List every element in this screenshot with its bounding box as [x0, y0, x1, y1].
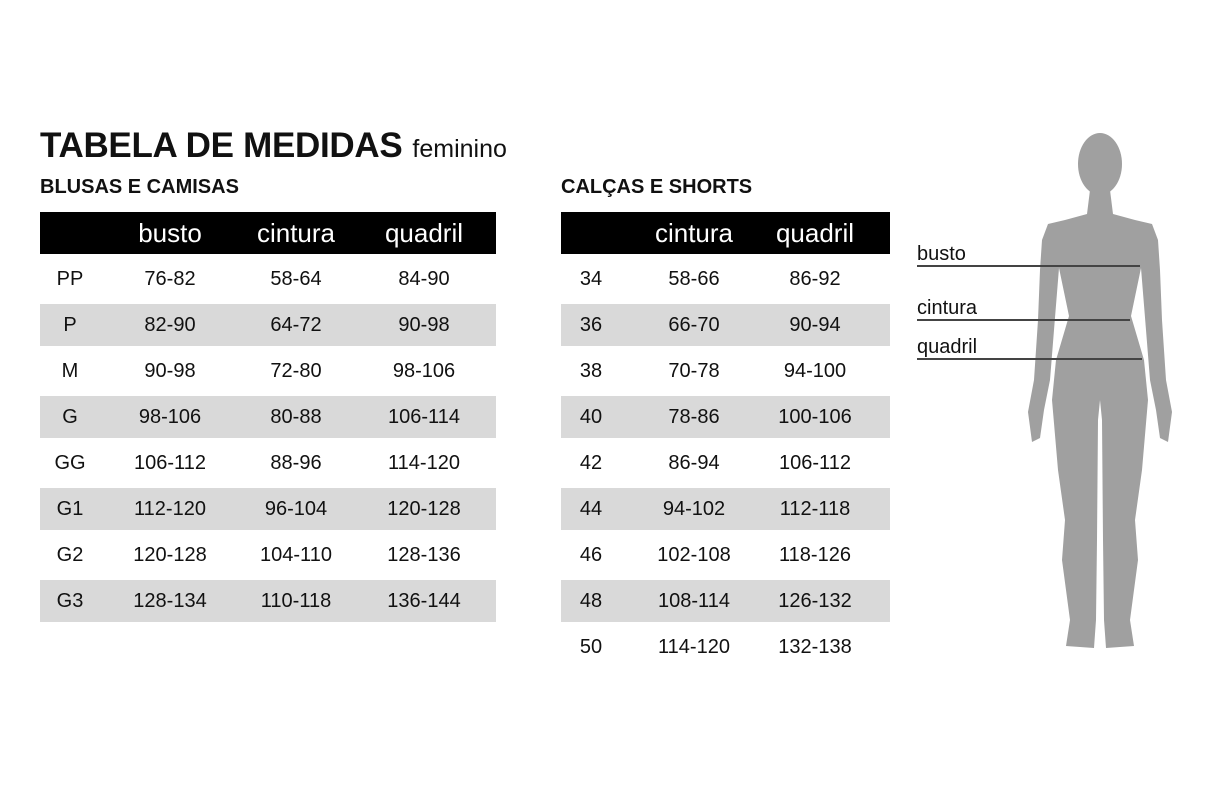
cell: 36: [579, 313, 603, 336]
cell: 136-144: [387, 589, 461, 612]
figure-head: [1078, 133, 1122, 195]
busto-label: busto: [917, 243, 966, 265]
cell: 102-108: [657, 543, 731, 566]
cell: 80-88: [270, 405, 322, 428]
cell: M: [61, 359, 79, 382]
cell: 120-128: [133, 543, 207, 566]
cell: G2: [56, 543, 84, 566]
cell: 72-80: [270, 359, 322, 382]
cell: 110-118: [260, 589, 332, 612]
table-row: 40 78-86 100-106: [561, 396, 890, 438]
cell: 40: [579, 405, 603, 428]
cell: 98-106: [392, 359, 456, 382]
table-row: G 98-106 80-88 106-114: [40, 396, 496, 438]
cell: 48: [579, 589, 603, 612]
calcas-table: cintura quadril 34 58-66 86-92 36 66-70 90-94 38…: [561, 212, 890, 672]
cell: 44: [579, 497, 603, 520]
cell: 114-120: [658, 635, 730, 658]
cell: 106-112: [779, 451, 851, 474]
table-row: P 82-90 64-72 90-98: [40, 304, 496, 346]
cell: 42: [579, 451, 603, 474]
blusas-title: BLUSAS E CAMISAS: [40, 176, 239, 198]
cell: 78-86: [668, 405, 720, 428]
cell: 106-112: [134, 451, 206, 474]
cell: 128-134: [133, 589, 207, 612]
table-row: 50 114-120 132-138: [561, 626, 890, 668]
table-row: G1 112-120 96-104 120-128: [40, 488, 496, 530]
cintura-label: cintura: [917, 297, 978, 319]
table-row: 44 94-102 112-118: [561, 488, 890, 530]
cell: 82-90: [144, 313, 196, 336]
cell: 70-78: [668, 359, 720, 382]
figure-body: [1028, 190, 1172, 648]
cell: 100-106: [778, 405, 852, 428]
table-row: 34 58-66 86-92: [561, 258, 890, 300]
cell: 106-114: [388, 405, 460, 428]
cell: 120-128: [387, 497, 461, 520]
cell: 90-98: [398, 313, 450, 336]
cell: GG: [54, 451, 86, 474]
cell: 94-100: [783, 359, 847, 382]
title-main: TABELA DE MEDIDAS: [40, 126, 403, 165]
cell: 94-102: [662, 497, 726, 520]
cell: P: [63, 313, 77, 336]
cell: 118-126: [779, 543, 851, 566]
table-row: PP 76-82 58-64 84-90: [40, 258, 496, 300]
cell: 34: [579, 267, 603, 290]
title-sub: feminino: [412, 135, 507, 163]
cell: 86-92: [789, 267, 841, 290]
cell: 86-94: [668, 451, 720, 474]
table-row: G3 128-134 110-118 136-144: [40, 580, 496, 622]
cell: 128-136: [387, 543, 461, 566]
cell: 90-98: [144, 359, 196, 382]
cell: quadril: [775, 217, 855, 248]
cell: 114-120: [388, 451, 460, 474]
cell: cintura: [654, 217, 734, 248]
table-row: 36 66-70 90-94: [561, 304, 890, 346]
cell: 84-90: [398, 267, 450, 290]
cell: 66-70: [668, 313, 720, 336]
cell: G1: [56, 497, 84, 520]
cell: 96-104: [264, 497, 328, 520]
quadril-label: quadril: [917, 336, 978, 358]
cell: 58-64: [270, 267, 322, 290]
page-title: TABELA DE MEDIDAS feminino: [40, 126, 507, 166]
cell: 104-110: [260, 543, 332, 566]
cell: 58-66: [668, 267, 720, 290]
cell: 108-114: [658, 589, 730, 612]
cell: 64-72: [270, 313, 322, 336]
table-row: M 90-98 72-80 98-106: [40, 350, 496, 392]
cell: quadril: [384, 217, 464, 248]
cell: 98-106: [138, 405, 202, 428]
header-row: busto cintura quadril: [40, 212, 496, 254]
cell: 76-82: [144, 267, 196, 290]
table-row: GG 106-112 88-96 114-120: [40, 442, 496, 484]
table-row: 46 102-108 118-126: [561, 534, 890, 576]
cell: PP: [56, 267, 84, 290]
cell: 132-138: [778, 635, 852, 658]
cell: 90-94: [789, 313, 841, 336]
table-row: G2 120-128 104-110 128-136: [40, 534, 496, 576]
cell: 126-132: [778, 589, 852, 612]
cell: 38: [579, 359, 603, 382]
table-row: 38 70-78 94-100: [561, 350, 890, 392]
table-row: 42 86-94 106-112: [561, 442, 890, 484]
cell: 112-118: [779, 497, 851, 520]
blusas-table: busto cintura quadril PP 76-82 58-64 84-90 P 82-…: [40, 212, 496, 626]
cell: G3: [56, 589, 84, 612]
cell: cintura: [256, 217, 336, 248]
cell: G: [62, 405, 78, 428]
header-row: cintura quadril: [561, 212, 890, 254]
table-row: 48 108-114 126-132: [561, 580, 890, 622]
cell: 46: [579, 543, 603, 566]
cell: 88-96: [270, 451, 322, 474]
cell: busto: [138, 217, 202, 248]
cell: 50: [579, 635, 603, 658]
cell: 112-120: [134, 497, 206, 520]
calcas-title: CALÇAS E SHORTS: [561, 176, 753, 198]
